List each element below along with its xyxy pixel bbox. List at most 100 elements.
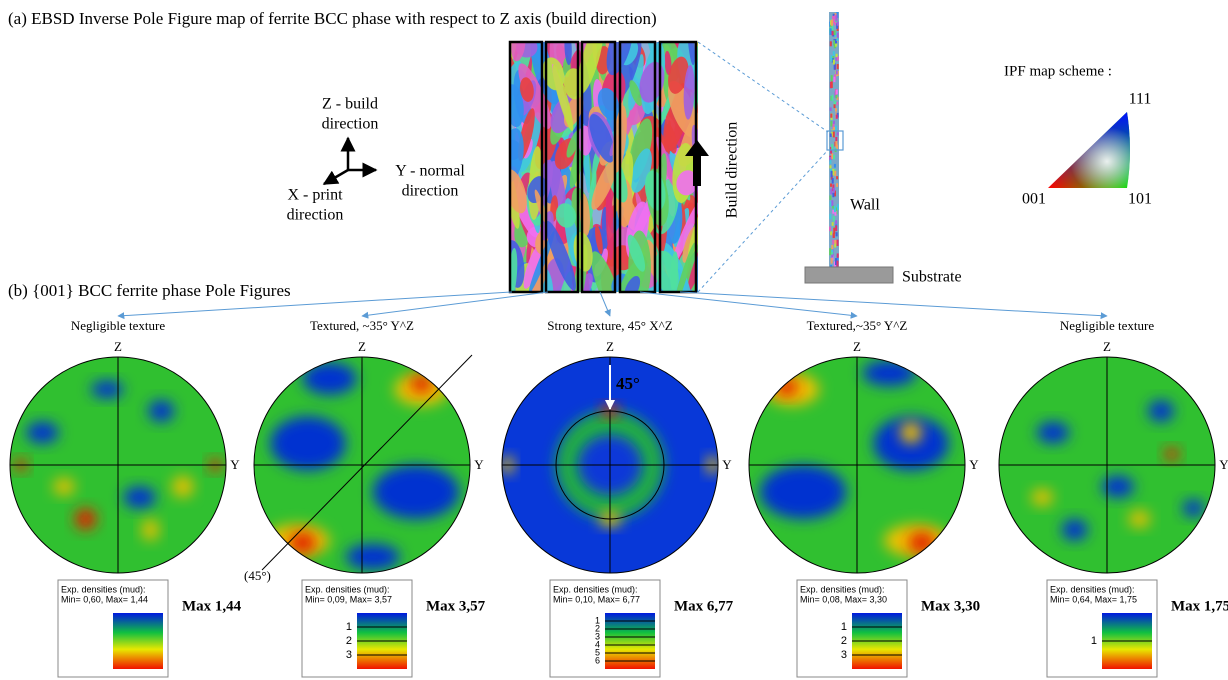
wall-grain (834, 101, 837, 105)
wall (829, 12, 839, 268)
max-label: Max 3,30 (921, 598, 980, 614)
wall-grain (832, 120, 835, 124)
axis-z: Z (1103, 339, 1111, 354)
level-label: 5 (595, 647, 600, 657)
wall-grain (832, 184, 835, 192)
map-strip (580, 40, 617, 294)
wall-grain (832, 19, 835, 24)
pointer-arrow (639, 291, 858, 319)
wall-grain (834, 144, 837, 151)
wall-grain (829, 201, 832, 207)
level-label: 4 (595, 639, 600, 649)
wall-grain (834, 108, 837, 112)
wall-grain (835, 39, 838, 44)
level-label: 1 (841, 621, 847, 633)
wall-grain (831, 153, 834, 159)
grain (519, 77, 534, 102)
grain (510, 169, 527, 214)
wall-grain (834, 190, 837, 197)
axis-y: Y (722, 457, 732, 472)
coordinate-label: direction (402, 183, 459, 200)
color-bar (605, 613, 655, 669)
wall-grain (830, 188, 833, 195)
grain (595, 225, 603, 255)
wall-grain (830, 81, 833, 88)
density-blob (1061, 519, 1088, 541)
density-blob (372, 465, 460, 519)
wall-grain (835, 89, 838, 95)
zoom-line (697, 41, 829, 133)
grain (564, 42, 572, 66)
wall-grain (834, 125, 837, 132)
wall-grain (832, 59, 835, 65)
level-label: 3 (595, 631, 600, 641)
grain (687, 42, 696, 66)
coordinate-label: X - print (287, 187, 343, 204)
zoom-box (826, 130, 844, 151)
wall-grain (830, 231, 833, 236)
wall-grain (829, 107, 832, 111)
grain (639, 61, 665, 103)
wall-grain (835, 114, 838, 119)
wall-grain (831, 222, 834, 226)
ipf-title: IPF map scheme : (1004, 63, 1112, 79)
wall-grain (830, 55, 833, 62)
wall-grain (829, 248, 832, 256)
map-strip (508, 40, 544, 294)
density-blob (1182, 499, 1205, 517)
density-blob (1128, 510, 1151, 528)
level-label: 2 (346, 635, 352, 647)
grain (589, 114, 615, 163)
wall-grain (832, 15, 835, 22)
density-blob (776, 378, 798, 396)
wall-grain (830, 75, 833, 82)
legend-range: Min= 0,08, Max= 3,30 (800, 594, 887, 604)
level-label: 3 (346, 649, 352, 661)
coordinate-label: Z - build (322, 96, 378, 113)
wall-grain (830, 19, 833, 26)
level-label: 2 (595, 623, 600, 633)
pole-figure-caption: Strong texture, 45° X^Z (547, 318, 672, 333)
wall-grain (836, 21, 839, 26)
wall-grain (834, 239, 837, 244)
grain (510, 128, 524, 184)
wall-grain (832, 239, 835, 245)
ipf-triangle (1048, 112, 1130, 188)
legend-title: Exp. densities (mud): (61, 584, 146, 594)
grain (545, 221, 576, 291)
wall-grain (833, 163, 836, 168)
wall-grain (829, 213, 832, 220)
axis-z: Z (606, 339, 614, 354)
axis-arrow (322, 168, 349, 186)
zoom-line (697, 149, 829, 293)
build-direction-label: Build direction (724, 122, 741, 218)
wall-grain (836, 239, 839, 246)
grain (510, 84, 524, 128)
wall-grain (834, 170, 837, 177)
density-blob (141, 519, 160, 541)
wall-grain (835, 225, 838, 232)
density-blob (53, 477, 75, 496)
annotation: (45°) (244, 568, 271, 583)
density-blob (759, 465, 847, 519)
axis-z: Z (114, 339, 122, 354)
wall-grain (831, 244, 834, 250)
density-blob (1031, 488, 1053, 507)
legend-title: Exp. densities (mud): (305, 584, 390, 594)
wall-grain (836, 63, 839, 70)
wall-grain (831, 178, 834, 184)
wall-grain (833, 187, 836, 193)
coordinate-label: Y - normal (395, 163, 465, 180)
density-blob (1036, 421, 1070, 444)
ipf-corner: 001 (1022, 191, 1046, 208)
wall-grain (829, 41, 832, 47)
wall-grain (829, 165, 832, 169)
build-arrow (685, 140, 709, 186)
density-blob (900, 421, 922, 444)
legend-range: Min= 0,09, Max= 3,57 (305, 594, 392, 604)
grain (587, 170, 597, 225)
wall-grain (831, 249, 834, 255)
level-label: 1 (595, 615, 600, 625)
axis-z: Z (358, 339, 366, 354)
wall-grain (829, 28, 832, 35)
